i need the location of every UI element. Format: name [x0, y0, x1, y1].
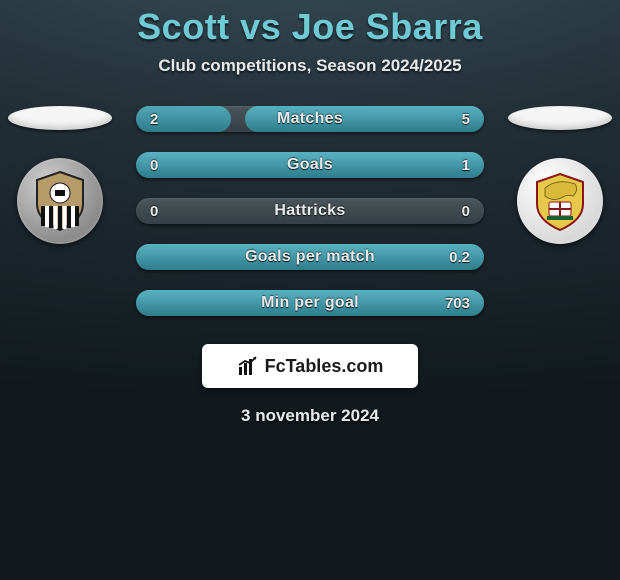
notts-county-emblem-icon	[27, 168, 93, 234]
doncaster-emblem-icon	[527, 168, 593, 234]
left-player-column	[0, 106, 120, 244]
stat-right-value: 703	[428, 295, 484, 312]
stat-right-value: 0	[428, 203, 484, 220]
stat-bar: 0Goals1	[136, 152, 484, 178]
stat-bars: 2Matches50Goals10Hattricks0Goals per mat…	[136, 106, 484, 316]
date-text: 3 november 2024	[0, 406, 620, 426]
stat-left-value: 0	[136, 157, 192, 174]
stat-label: Hattricks	[192, 202, 428, 220]
stat-right-value: 5	[428, 111, 484, 128]
stat-left-value: 0	[136, 203, 192, 220]
stat-bar: Goals per match0.2	[136, 244, 484, 270]
left-club-badge	[17, 158, 103, 244]
stat-label: Goals	[192, 156, 428, 174]
stat-bar: Min per goal703	[136, 290, 484, 316]
stat-bar: 0Hattricks0	[136, 198, 484, 224]
stat-label: Goals per match	[192, 248, 428, 266]
stat-label: Matches	[192, 110, 428, 128]
left-player-name-plate	[8, 106, 112, 130]
page-title: Scott vs Joe Sbarra	[0, 0, 620, 48]
stat-label: Min per goal	[192, 294, 428, 312]
stat-right-value: 1	[428, 157, 484, 174]
right-club-badge	[517, 158, 603, 244]
brand-box[interactable]: FcTables.com	[202, 344, 418, 388]
stat-left-value: 2	[136, 111, 192, 128]
brand-text: FcTables.com	[265, 356, 384, 377]
chart-icon	[237, 355, 259, 377]
right-player-column	[500, 106, 620, 244]
right-player-name-plate	[508, 106, 612, 130]
stat-right-value: 0.2	[428, 249, 484, 266]
subtitle: Club competitions, Season 2024/2025	[0, 56, 620, 76]
stat-bar: 2Matches5	[136, 106, 484, 132]
